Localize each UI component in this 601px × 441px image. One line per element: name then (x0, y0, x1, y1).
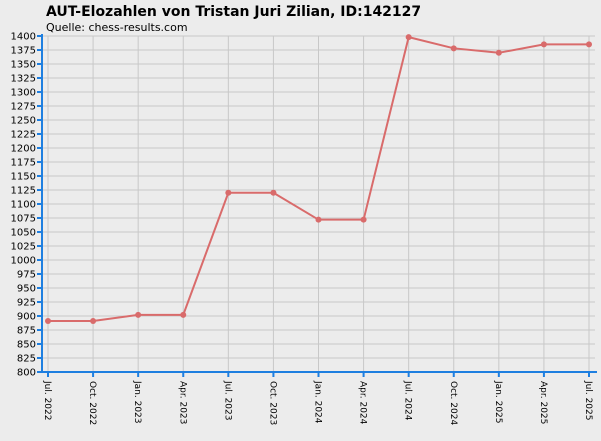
x-tick-label: Oct. 2023 (267, 381, 277, 425)
x-tick-label: Apr. 2023 (177, 381, 187, 424)
y-tick-label: 1325 (11, 74, 36, 85)
chart-subtitle: Quelle: chess-results.com (46, 21, 188, 34)
data-point (225, 189, 232, 196)
y-tick-label: 1200 (11, 144, 36, 155)
y-tick-label: 1400 (11, 32, 36, 43)
x-tick-label: Apr. 2024 (358, 381, 368, 425)
y-tick-label: 950 (17, 284, 36, 295)
data-point (135, 311, 142, 318)
y-tick-label: 1250 (11, 116, 36, 127)
data-point (540, 41, 547, 48)
x-tick-label: Jul. 2022 (42, 380, 52, 421)
y-tick-label: 1025 (11, 242, 36, 253)
y-tick-label: 1150 (11, 172, 36, 183)
y-tick-label: 1125 (11, 186, 36, 197)
y-tick-label: 925 (17, 298, 36, 309)
x-tick-label: Jul. 2023 (222, 380, 232, 421)
data-point (495, 49, 502, 56)
y-tick-label: 900 (17, 312, 36, 323)
x-tick-label: Jul. 2024 (403, 380, 413, 421)
x-tick-label: Oct. 2022 (87, 381, 97, 425)
data-point (450, 45, 457, 52)
y-tick-label: 975 (17, 270, 36, 281)
y-tick-label: 800 (17, 368, 36, 379)
data-point (270, 189, 277, 196)
y-tick-label: 1100 (11, 200, 36, 211)
x-tick-label: Jan. 2023 (132, 380, 142, 424)
data-point (315, 216, 322, 223)
y-tick-label: 1350 (11, 60, 36, 71)
x-tick-label: Jan. 2024 (313, 380, 323, 424)
chart-title: AUT-Elozahlen von Tristan Juri Zilian, I… (46, 4, 421, 20)
x-tick-label: Jan. 2025 (493, 380, 503, 424)
x-tick-label: Oct. 2024 (448, 381, 458, 425)
y-tick-label: 1225 (11, 130, 36, 141)
y-tick-label: 1050 (11, 228, 36, 239)
data-point (586, 41, 592, 48)
y-tick-label: 1300 (11, 88, 36, 99)
y-tick-label: 1375 (11, 46, 36, 57)
data-point (90, 318, 97, 325)
data-point (45, 318, 51, 325)
data-point (180, 311, 187, 318)
data-point (405, 34, 412, 41)
x-tick-label: Jul. 2025 (583, 380, 593, 421)
y-tick-label: 825 (17, 354, 36, 365)
x-tick-label: Apr. 2025 (538, 381, 548, 424)
data-point (360, 216, 367, 223)
y-tick-label: 1275 (11, 102, 36, 113)
y-tick-label: 850 (17, 340, 36, 351)
y-tick-label: 1000 (11, 256, 36, 267)
y-tick-label: 875 (17, 326, 36, 337)
y-tick-label: 1175 (11, 158, 36, 169)
y-tick-label: 1075 (11, 214, 36, 225)
